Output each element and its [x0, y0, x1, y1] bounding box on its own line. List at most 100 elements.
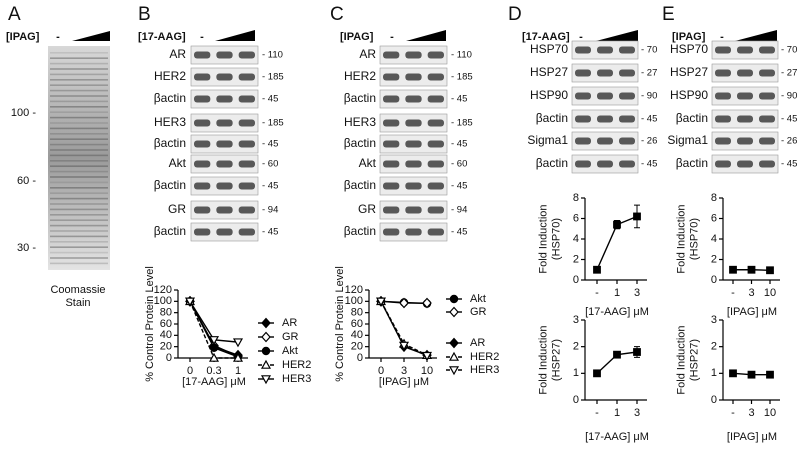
data-point [729, 265, 737, 274]
gel-band [50, 192, 108, 194]
data-point [232, 352, 244, 362]
x-tick-label: 3 [748, 287, 754, 299]
blot-band [597, 160, 613, 168]
caption: Coomassie [50, 284, 105, 296]
gel-band [50, 100, 108, 103]
mw-label: - 70 [641, 45, 657, 56]
mw-label: - 26 [641, 136, 657, 147]
mw-label: - 60 [451, 159, 467, 170]
data-point [208, 336, 220, 346]
blot-band [427, 51, 444, 59]
blot-band [405, 160, 422, 168]
y-tick-label: 0 [711, 394, 717, 406]
x-tick-label: - [731, 407, 735, 419]
blot-band [619, 115, 635, 123]
gel-band [50, 224, 108, 227]
blot-band [405, 228, 422, 236]
caption: Stain [65, 297, 90, 309]
blot-band [715, 46, 731, 54]
y-tick-label: 20 [351, 341, 363, 353]
treatment-label: [17-AAG] [522, 31, 570, 43]
y-tick-label: 0 [711, 274, 717, 286]
gel-band [50, 181, 108, 184]
x-tick-label: 10 [421, 365, 433, 377]
mw-label: - 185 [451, 118, 473, 129]
x-axis-label: [17-AAG] μM [585, 306, 649, 318]
y-tick-label: 40 [160, 329, 172, 341]
mw-label: - 45 [262, 94, 278, 105]
legend-label: AR [470, 337, 485, 349]
blot-band [619, 137, 635, 145]
blot-band [597, 46, 613, 54]
blot-label: HER3 [344, 115, 376, 129]
y-axis-label: Fold Induction [537, 325, 549, 394]
gel-band [50, 127, 108, 130]
blot-band [715, 69, 731, 77]
data-point [449, 294, 459, 304]
y-axis-label: % Control Protein Level [144, 266, 156, 382]
gel-band [50, 143, 108, 146]
y-axis-label: (HSP27) [688, 339, 700, 381]
gel-band [50, 79, 108, 81]
legend-label: HER3 [470, 364, 499, 376]
mw-label: - 45 [451, 139, 467, 150]
mw-marker: 30 - [17, 242, 36, 254]
blot-label: HER2 [344, 69, 376, 83]
blot-band [216, 140, 233, 148]
blot-band [597, 115, 613, 123]
blot-band [194, 119, 211, 127]
blot-label: βactin [344, 178, 376, 192]
blot-label: βactin [676, 156, 708, 170]
x-tick-label: 0 [378, 365, 384, 377]
data-point [208, 352, 220, 362]
gel-band [50, 219, 108, 221]
y-axis-label: % Control Protein Level [334, 266, 346, 382]
y-tick-label: 3 [573, 314, 579, 326]
blot-band [238, 95, 255, 103]
blot-band [194, 73, 211, 81]
blot-band [216, 228, 233, 236]
y-tick-label: 40 [351, 329, 363, 341]
blot-band [405, 73, 422, 81]
y-tick-label: 8 [711, 192, 717, 204]
mw-label: - 45 [451, 94, 467, 105]
x-tick-label: 1 [614, 407, 620, 419]
blot-band [216, 51, 233, 59]
gel-band [50, 52, 108, 54]
blot-band [238, 119, 255, 127]
data-point [593, 369, 601, 378]
data-point [729, 369, 737, 378]
x-axis-label: [IPAG] μM [379, 376, 429, 388]
blot-band [383, 95, 400, 103]
blot-label: HSP27 [670, 65, 708, 79]
blot-band [216, 206, 233, 214]
x-tick-label: 10 [764, 287, 776, 299]
x-tick-label: 3 [634, 407, 640, 419]
blot-label: βactin [536, 156, 568, 170]
gel-band [50, 176, 108, 178]
panel-letter: D [508, 4, 522, 25]
treatment-label: [IPAG] [672, 31, 706, 43]
blot-band [575, 46, 591, 54]
blot-band [383, 140, 400, 148]
legend-label: Akt [282, 345, 298, 357]
y-tick-label: 2 [711, 253, 717, 265]
legend-label: AR [282, 317, 297, 329]
y-tick-label: 4 [573, 233, 579, 245]
blot-label: HSP90 [670, 88, 708, 102]
mw-label: - 45 [781, 159, 797, 170]
mw-label: - 27 [781, 68, 797, 79]
control-label: - [579, 31, 583, 43]
gel-band [50, 262, 108, 265]
blot-band [427, 95, 444, 103]
blot-band [427, 228, 444, 236]
data-point [421, 351, 433, 361]
y-axis-label: (HSP70) [688, 218, 700, 260]
blot-band [216, 73, 233, 81]
mw-label: - 90 [641, 91, 657, 102]
x-tick-label: 1 [614, 287, 620, 299]
data-point [261, 317, 271, 329]
y-tick-label: 100 [154, 295, 172, 307]
blot-label: βactin [154, 224, 186, 238]
